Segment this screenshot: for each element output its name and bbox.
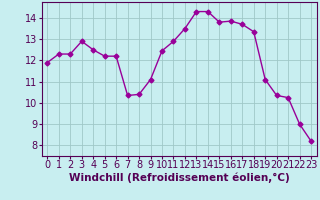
X-axis label: Windchill (Refroidissement éolien,°C): Windchill (Refroidissement éolien,°C) [69,173,290,183]
